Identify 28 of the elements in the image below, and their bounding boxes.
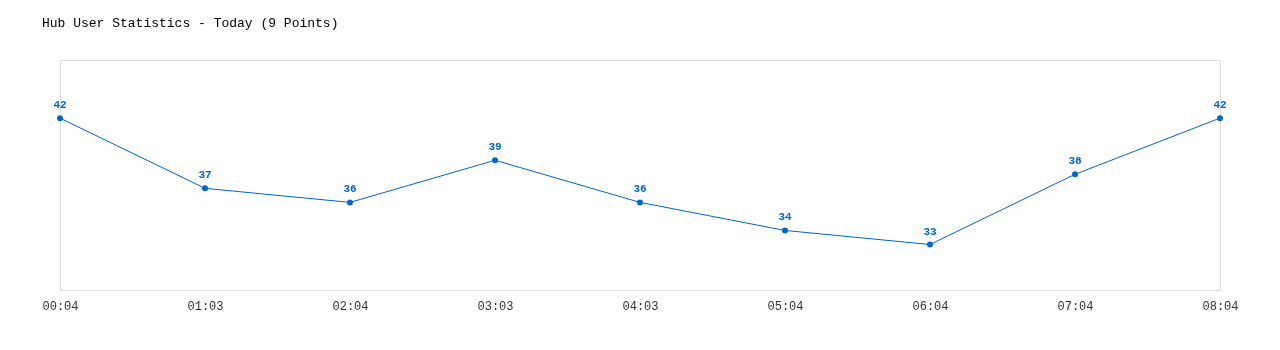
- x-tick-label: 06:04: [912, 299, 949, 314]
- data-label: 42: [53, 99, 67, 112]
- point: [492, 157, 498, 164]
- x-tick-label: 02:04: [332, 299, 369, 314]
- x-tick-label: 04:03: [622, 299, 659, 314]
- point: [927, 241, 933, 248]
- chart-title: Hub User Statistics - Today (9 Points): [42, 16, 339, 31]
- data-label: 42: [1213, 99, 1227, 112]
- x-tick-label: 00:04: [42, 299, 79, 314]
- point: [1217, 115, 1223, 122]
- point: [202, 185, 208, 192]
- data-label: 37: [198, 169, 212, 182]
- data-label: 39: [488, 141, 502, 154]
- point: [1072, 171, 1078, 178]
- x-tick-label: 01:03: [187, 299, 224, 314]
- x-tick-label: 08:04: [1202, 299, 1239, 314]
- data-label: 38: [1068, 155, 1082, 168]
- data-label: 34: [778, 211, 792, 224]
- x-tick-label: 07:04: [1057, 299, 1094, 314]
- point: [57, 115, 63, 122]
- x-tick-label: 03:03: [477, 299, 514, 314]
- x-tick-label: 05:04: [767, 299, 804, 314]
- data-label: 36: [343, 183, 357, 196]
- data-label: 33: [923, 225, 937, 238]
- point: [637, 199, 643, 206]
- point: [782, 227, 788, 234]
- data-label: 36: [633, 183, 647, 196]
- point: [347, 199, 353, 206]
